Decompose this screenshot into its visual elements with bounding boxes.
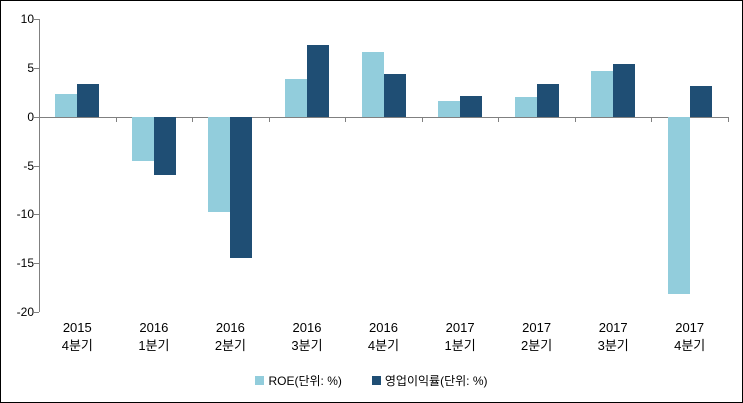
y-tick-mark [34, 116, 39, 118]
x-category-quarter: 3분기 [291, 338, 323, 353]
x-axis-zero-line [39, 116, 729, 118]
x-tick-mark [268, 116, 270, 122]
y-tick-label: -10 [16, 207, 34, 222]
x-category-quarter: 1분기 [138, 338, 170, 353]
bar-op-margin-2015-4분기 [77, 84, 100, 117]
x-category-label: 2016 1분기 [116, 319, 193, 355]
x-category-label: 2016 3분기 [269, 319, 346, 355]
x-category-quarter: 1분기 [444, 338, 476, 353]
x-tick-mark [728, 116, 729, 122]
bar-roe-2017-1분기 [438, 101, 461, 117]
legend-item-operating-margin: 영업이익률(단위: %) [371, 372, 488, 389]
x-category-label: 2017 1분기 [422, 319, 499, 355]
x-category-label: 2016 4분기 [345, 319, 422, 355]
x-category-quarter: 4분기 [61, 338, 93, 353]
x-tick-mark [574, 116, 576, 122]
y-tick-mark [34, 165, 39, 167]
x-tick-mark [345, 116, 347, 122]
legend-swatch-operating-margin-icon [371, 376, 381, 385]
legend-label-roe: ROE(단위: %) [268, 374, 342, 388]
bar-op-margin-2017-4분기 [689, 86, 712, 117]
legend-swatch-roe-icon [255, 376, 265, 385]
x-category-year: 2017 [522, 320, 552, 335]
y-tick-mark [34, 19, 39, 20]
y-tick-mark [34, 263, 39, 265]
y-tick-label: 0 [27, 109, 34, 124]
legend-label-operating-margin: 영업이익률(단위: %) [384, 374, 488, 388]
x-category-year: 2017 [675, 320, 705, 335]
bar-roe-2016-3분기 [284, 78, 307, 117]
x-category-year: 2016 [139, 320, 169, 335]
bar-roe-2015-4분기 [55, 94, 78, 117]
y-tick-label: 10 [20, 12, 34, 26]
x-category-year: 2015 [62, 320, 92, 335]
bar-roe-2017-2분기 [514, 97, 537, 117]
x-category-year: 2017 [445, 320, 475, 335]
x-category-year: 2016 [292, 320, 322, 335]
x-category-label: 2017 3분기 [575, 319, 652, 355]
y-axis-line [39, 19, 40, 312]
x-category-year: 2016 [215, 320, 245, 335]
x-category-quarter: 4분기 [367, 338, 400, 353]
x-tick-mark [421, 116, 423, 122]
legend-item-roe: ROE(단위: %) [255, 372, 342, 389]
bar-roe-2016-2분기 [208, 116, 231, 213]
bar-roe-2017-4분기 [667, 116, 690, 295]
bar-op-margin-2017-2분기 [536, 84, 559, 117]
bar-roe-2017-3분기 [591, 70, 614, 117]
x-category-quarter: 3분기 [597, 338, 629, 353]
x-category-year: 2017 [598, 320, 628, 335]
y-tick-mark [34, 312, 39, 313]
bar-op-margin-2016-2분기 [230, 116, 253, 259]
legend: ROE(단위: %) 영업이익률(단위: %) [1, 372, 742, 389]
x-tick-mark [498, 116, 500, 122]
y-tick-label: 5 [27, 60, 34, 75]
bar-op-margin-2016-1분기 [153, 116, 176, 176]
x-category-quarter: 4분기 [674, 338, 706, 353]
bar-op-margin-2016-3분기 [306, 45, 329, 117]
y-tick-label: -5 [23, 158, 34, 173]
x-category-quarter: 2분기 [521, 338, 553, 353]
x-tick-mark [192, 116, 194, 122]
x-tick-mark [651, 116, 653, 122]
y-tick-mark [34, 214, 39, 216]
x-category-label: 2015 4분기 [39, 319, 116, 355]
y-tick-label: -20 [16, 305, 34, 319]
x-category-label: 2017 2분기 [498, 319, 575, 355]
y-tick-label: -15 [16, 256, 34, 271]
bar-op-margin-2017-1분기 [460, 96, 483, 117]
bar-roe-2016-1분기 [131, 116, 154, 161]
x-category-label: 2017 4분기 [651, 319, 728, 355]
x-category-label: 2016 2분기 [192, 319, 269, 355]
x-tick-mark [115, 116, 117, 122]
x-category-year: 2016 [369, 320, 398, 335]
bar-op-margin-2017-3분기 [613, 63, 636, 117]
bar-roe-2016-4분기 [361, 52, 384, 117]
y-tick-mark [34, 67, 39, 69]
bar-op-margin-2016-4분기 [383, 73, 406, 117]
x-category-quarter: 2분기 [214, 338, 246, 353]
